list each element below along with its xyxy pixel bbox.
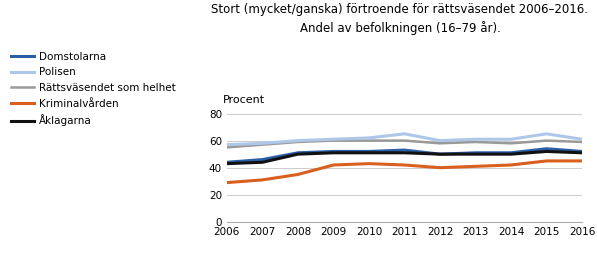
Domstolarna xyxy=(401,149,408,152)
Kriminalvården xyxy=(365,162,373,165)
Rättsväsendet som helhet xyxy=(401,139,408,142)
Domstolarna xyxy=(259,158,266,161)
Domstolarna xyxy=(365,150,373,153)
Kriminalvården xyxy=(507,164,515,167)
Kriminalvården xyxy=(543,159,550,163)
Polisen xyxy=(259,142,266,145)
Kriminalvården xyxy=(223,181,230,184)
Polisen xyxy=(578,138,586,141)
Rättsväsendet som helhet xyxy=(223,146,230,149)
Åklagarna xyxy=(223,162,230,165)
Domstolarna xyxy=(578,150,586,153)
Kriminalvården xyxy=(472,165,479,168)
Åklagarna xyxy=(507,152,515,156)
Polisen xyxy=(223,143,230,146)
Åklagarna xyxy=(330,151,337,154)
Rättsväsendet som helhet xyxy=(578,140,586,143)
Line: Domstolarna: Domstolarna xyxy=(227,149,582,162)
Rättsväsendet som helhet xyxy=(365,139,373,142)
Domstolarna xyxy=(330,150,337,153)
Domstolarna xyxy=(294,151,301,154)
Kriminalvården xyxy=(294,173,301,176)
Åklagarna xyxy=(401,151,408,154)
Rättsväsendet som helhet xyxy=(543,139,550,142)
Rättsväsendet som helhet xyxy=(294,140,301,143)
Polisen xyxy=(436,139,444,142)
Polisen xyxy=(365,136,373,139)
Line: Polisen: Polisen xyxy=(227,134,582,145)
Kriminalvården xyxy=(436,166,444,169)
Legend: Domstolarna, Polisen, Rättsväsendet som helhet, Kriminalvården, Åklagarna: Domstolarna, Polisen, Rättsväsendet som … xyxy=(11,52,176,126)
Line: Kriminalvården: Kriminalvården xyxy=(227,161,582,183)
Åklagarna xyxy=(294,152,301,156)
Polisen xyxy=(294,139,301,142)
Domstolarna xyxy=(436,152,444,156)
Polisen xyxy=(330,138,337,141)
Line: Rättsväsendet som helhet: Rättsväsendet som helhet xyxy=(227,141,582,147)
Åklagarna xyxy=(578,151,586,154)
Polisen xyxy=(543,132,550,135)
Kriminalvården xyxy=(578,159,586,163)
Åklagarna xyxy=(259,161,266,164)
Line: Åklagarna: Åklagarna xyxy=(227,151,582,164)
Domstolarna xyxy=(507,151,515,154)
Rättsväsendet som helhet xyxy=(507,142,515,145)
Domstolarna xyxy=(223,161,230,164)
Rättsväsendet som helhet xyxy=(259,143,266,146)
Rättsväsendet som helhet xyxy=(472,140,479,143)
Kriminalvården xyxy=(401,164,408,167)
Åklagarna xyxy=(365,151,373,154)
Polisen xyxy=(401,132,408,135)
Rättsväsendet som helhet xyxy=(330,139,337,142)
Åklagarna xyxy=(436,152,444,156)
Text: Stort (mycket/ganska) förtroende för rättsväsendet 2006–2016.
Andel av befolknin: Stort (mycket/ganska) förtroende för rät… xyxy=(211,3,589,35)
Kriminalvården xyxy=(330,164,337,167)
Kriminalvården xyxy=(259,178,266,181)
Domstolarna xyxy=(472,151,479,154)
Rättsväsendet som helhet xyxy=(436,142,444,145)
Text: Procent: Procent xyxy=(223,95,266,105)
Åklagarna xyxy=(472,152,479,156)
Åklagarna xyxy=(543,150,550,153)
Domstolarna xyxy=(543,147,550,150)
Polisen xyxy=(507,138,515,141)
Polisen xyxy=(472,138,479,141)
